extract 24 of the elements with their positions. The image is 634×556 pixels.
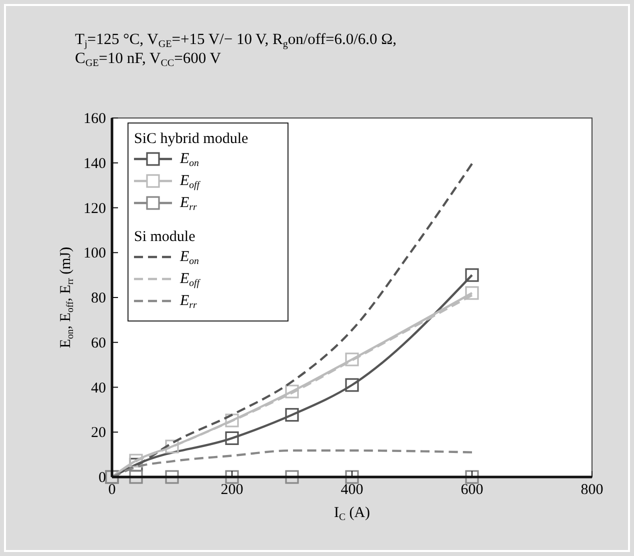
y-tick-label: 140 — [84, 156, 106, 172]
y-tick-label: 160 — [84, 111, 106, 127]
y-tick-label: 100 — [84, 246, 106, 262]
x-tick-label: 600 — [460, 482, 484, 498]
legend-label: E$_{rr}$ — [179, 195, 197, 212]
y-tick-label: 20 — [91, 425, 106, 442]
legend-label: E$_{rr}$ — [179, 293, 197, 310]
y-tick-label: 0 — [98, 470, 106, 486]
y-tick-label: 120 — [84, 200, 106, 217]
legend-label: E$_{on}$ — [179, 249, 200, 266]
x-tick-label: 400 — [340, 482, 364, 498]
annotation: Si module — [134, 229, 196, 245]
y-tick-label: 80 — [91, 290, 106, 306]
chart-title: T$_{j}$=125 °C, V$_{GE}$=+15 V/− 10 V, R$_{g}$on/off=6.0/6.0 Ω, C$_{GE}$=10 nF, V$_{CC}$=600 V — [75, 31, 397, 68]
x-tick-label: 800 — [580, 482, 604, 498]
legend-label: E$_{on}$ — [179, 151, 200, 168]
legend-label: E$_{off}$ — [179, 173, 201, 190]
y-tick-label: 40 — [91, 380, 106, 396]
x-tick-label: 0 — [108, 482, 116, 498]
x-axis-title: I$_{C}$ (A) — [334, 505, 370, 522]
legend-label: E$_{off}$ — [179, 271, 201, 288]
annotation: SiC hybrid module — [134, 131, 249, 147]
y-tick-label: 60 — [91, 335, 106, 352]
x-tick-label: 200 — [220, 482, 244, 498]
